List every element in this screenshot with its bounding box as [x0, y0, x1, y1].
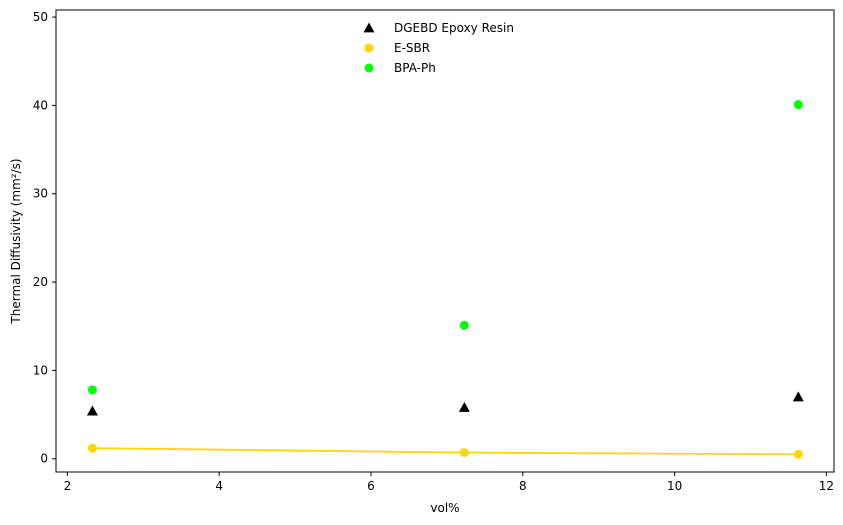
legend-label: BPA-Ph [394, 61, 436, 75]
data-point-bpa-ph [459, 320, 469, 330]
legend-marker-bpa-ph [364, 63, 374, 73]
x-tick-label: 10 [667, 479, 682, 493]
y-tick-label: 0 [40, 452, 48, 466]
y-tick-label: 30 [33, 187, 48, 201]
data-point-bpa-ph [793, 100, 803, 110]
x-axis-ticks: 2 4 6 8 10 12 [64, 472, 834, 493]
series-e-sbr [87, 443, 803, 459]
legend-label: DGEBD Epoxy Resin [394, 21, 514, 35]
legend-label: E-SBR [394, 41, 430, 55]
y-axis-label: Thermal Diffusivity (mm²/s) [9, 158, 23, 324]
y-axis-ticks: 0 10 20 30 40 50 [33, 10, 56, 466]
data-point-e-sbr [793, 449, 803, 459]
data-point-dgebd-epoxy-resin [458, 402, 470, 412]
x-tick-label: 8 [519, 479, 527, 493]
data-point-dgebd-epoxy-resin [86, 405, 98, 416]
y-tick-label: 10 [33, 363, 48, 377]
data-point-e-sbr [87, 443, 97, 453]
x-axis-label: vol% [430, 501, 459, 515]
data-point-e-sbr [459, 448, 469, 458]
legend-marker-dgebd-epoxy-resin [363, 22, 375, 33]
series-layer [86, 100, 804, 459]
legend-item-dgebd-epoxy-resin: DGEBD Epoxy Resin [363, 21, 514, 35]
y-tick-label: 50 [33, 10, 48, 24]
legend-marker-e-sbr [364, 43, 374, 53]
data-point-bpa-ph [87, 385, 97, 395]
y-tick-label: 40 [33, 98, 48, 112]
x-tick-label: 6 [367, 479, 375, 493]
x-tick-label: 2 [64, 479, 72, 493]
series-dgebd-epoxy-resin [86, 391, 804, 416]
legend-item-bpa-ph: BPA-Ph [364, 61, 436, 75]
x-tick-label: 4 [215, 479, 223, 493]
series-bpa-ph [87, 100, 803, 395]
x-tick-label: 12 [819, 479, 834, 493]
legend-item-e-sbr: E-SBR [364, 41, 430, 55]
y-tick-label: 20 [33, 275, 48, 289]
legend: DGEBD Epoxy Resin E-SBR BPA-Ph [363, 21, 514, 75]
data-point-dgebd-epoxy-resin [792, 391, 804, 402]
plot-area [55, 9, 835, 473]
